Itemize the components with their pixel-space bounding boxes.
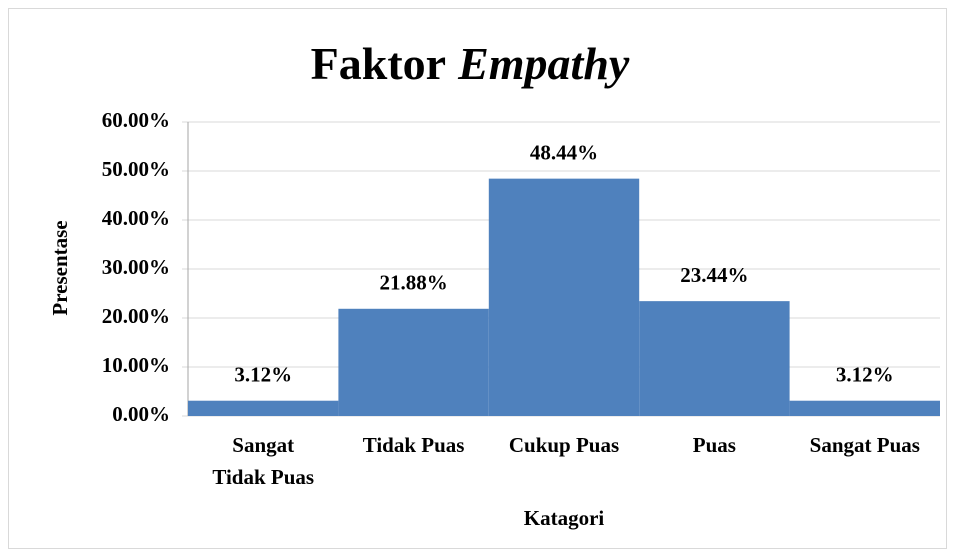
x-tick-label: Sangat Tidak Puas [212,433,314,489]
bar [338,308,489,416]
x-tick-label: Tidak Puas [363,433,465,457]
x-tick-label: Cukup Puas [509,433,619,457]
y-tick-label: 40.00% [102,206,170,230]
y-axis-label: Presentase [48,220,72,315]
bar [188,400,339,416]
x-tick-line: Tidak Puas [212,465,314,489]
data-label: 23.44% [680,263,748,287]
y-tick-label: 60.00% [102,108,170,132]
y-tick-label: 50.00% [102,157,170,181]
data-label: 21.88% [379,271,447,295]
chart-frame [8,8,947,549]
x-tick-label: Puas [693,433,736,457]
data-label: 3.12% [836,363,894,387]
chart-title: Faktor Empathy [311,38,630,89]
data-label: 48.44% [530,140,598,164]
bar [488,178,640,416]
y-tick-label: 10.00% [102,353,170,377]
y-tick-label: 0.00% [112,402,170,426]
bar [639,301,790,416]
y-tick-label: 30.00% [102,255,170,279]
y-tick-label: 20.00% [102,304,170,328]
data-label: 3.12% [234,363,292,387]
bar [789,400,940,416]
title-part: Faktor [311,38,446,89]
x-tick-line: Sangat [232,433,294,457]
x-axis-label: Katagori [524,506,605,530]
x-tick-label: Sangat Puas [810,433,920,457]
title-part: Empathy [457,38,630,89]
